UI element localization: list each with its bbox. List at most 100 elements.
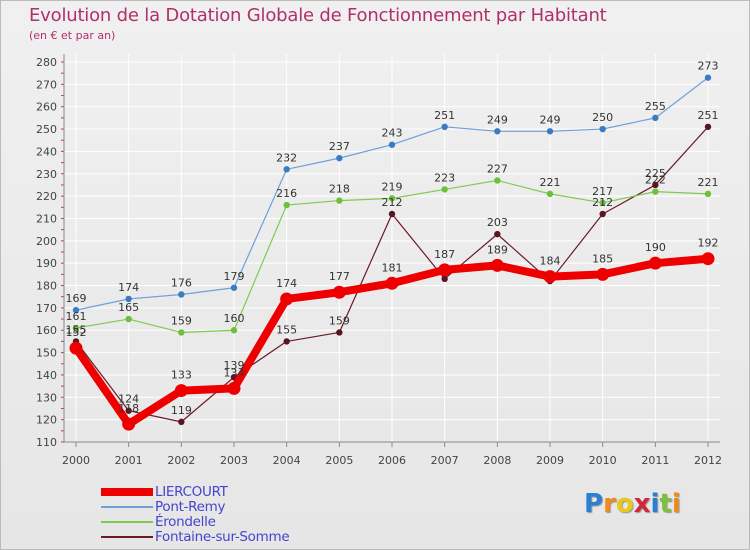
data-label-pont-remy-2004: 232 bbox=[276, 151, 297, 164]
data-point-erondelle-2004 bbox=[283, 201, 290, 209]
y-tick-label-260: 260 bbox=[36, 101, 57, 114]
data-label-fontaine-sur-somme-2004: 155 bbox=[276, 323, 297, 336]
y-tick-label-120: 120 bbox=[36, 414, 57, 427]
data-point-pont-remy-2011 bbox=[652, 114, 659, 122]
x-tick-label-2011: 2011 bbox=[641, 454, 669, 467]
data-point-pont-remy-2003 bbox=[230, 284, 238, 291]
data-label-erondelle-2007: 223 bbox=[434, 171, 455, 184]
x-tick-label-2005: 2005 bbox=[325, 454, 353, 467]
data-label-erondelle-2002: 159 bbox=[171, 314, 192, 327]
x-tick-label-2006: 2006 bbox=[378, 454, 406, 467]
data-point-pont-remy-2001 bbox=[125, 295, 132, 303]
data-point-pont-remy-2002 bbox=[178, 291, 185, 298]
data-point-erondelle-2007 bbox=[441, 186, 448, 193]
data-label-fontaine-sur-somme-2002: 119 bbox=[171, 404, 192, 417]
data-point-fontaine-sur-somme-2005 bbox=[336, 329, 343, 336]
data-point-fontaine-sur-somme-2007 bbox=[441, 275, 448, 283]
logo-letter-3: x bbox=[633, 489, 651, 519]
data-point-liercourt-2007 bbox=[438, 263, 452, 277]
data-point-fontaine-sur-somme-2012 bbox=[704, 123, 712, 131]
y-tick-label-270: 270 bbox=[36, 78, 57, 91]
x-tick-label-2000: 2000 bbox=[62, 454, 90, 467]
data-label-fontaine-sur-somme-2008: 203 bbox=[487, 216, 508, 229]
legend-swatch-liercourt bbox=[101, 488, 153, 496]
data-point-liercourt-2001 bbox=[122, 417, 136, 431]
y-tick-label-280: 280 bbox=[36, 56, 57, 69]
data-label-fontaine-sur-somme-2000: 155 bbox=[66, 323, 87, 336]
y-tick-label-140: 140 bbox=[36, 369, 57, 382]
legend-label-fontaine-sur-somme: Fontaine-sur-Somme bbox=[155, 529, 290, 545]
data-label-liercourt-2009: 184 bbox=[540, 255, 561, 268]
x-tick-label-2004: 2004 bbox=[273, 454, 301, 467]
data-label-pont-remy-2010: 250 bbox=[592, 111, 613, 124]
data-point-fontaine-sur-somme-2010 bbox=[599, 210, 606, 218]
x-tick-label-2009: 2009 bbox=[536, 454, 564, 467]
data-point-liercourt-2011 bbox=[648, 256, 662, 270]
data-point-fontaine-sur-somme-2008 bbox=[494, 230, 501, 238]
data-label-pont-remy-2000: 169 bbox=[66, 292, 87, 305]
data-label-liercourt-2004: 174 bbox=[276, 277, 297, 290]
data-point-fontaine-sur-somme-2006 bbox=[388, 210, 396, 218]
x-tick-label-2001: 2001 bbox=[115, 454, 143, 467]
x-tick-label-2003: 2003 bbox=[220, 454, 248, 467]
data-label-pont-remy-2009: 249 bbox=[540, 113, 561, 126]
data-label-pont-remy-2012: 273 bbox=[698, 60, 719, 73]
y-tick-label-210: 210 bbox=[36, 212, 57, 225]
data-label-liercourt-2003: 134 bbox=[224, 366, 245, 379]
data-point-liercourt-2009 bbox=[543, 270, 557, 284]
data-point-liercourt-2008 bbox=[490, 258, 504, 272]
data-label-fontaine-sur-somme-2005: 159 bbox=[329, 314, 350, 327]
data-label-erondelle-2001: 165 bbox=[118, 301, 139, 314]
data-point-fontaine-sur-somme-2002 bbox=[178, 418, 185, 426]
data-label-liercourt-2007: 187 bbox=[434, 248, 455, 261]
data-point-erondelle-2005 bbox=[336, 197, 343, 204]
data-label-liercourt-2011: 190 bbox=[645, 241, 666, 254]
logo-letter-6: i bbox=[671, 489, 681, 519]
data-point-fontaine-sur-somme-2011 bbox=[652, 181, 659, 189]
x-tick-label-2012: 2012 bbox=[694, 454, 722, 467]
y-tick-label-190: 190 bbox=[36, 257, 57, 270]
data-label-pont-remy-2002: 176 bbox=[171, 276, 192, 289]
data-label-liercourt-2005: 177 bbox=[329, 270, 350, 283]
data-label-erondelle-2009: 221 bbox=[540, 176, 561, 189]
data-point-fontaine-sur-somme-2001 bbox=[125, 407, 132, 414]
data-point-pont-remy-2005 bbox=[336, 154, 343, 162]
data-point-pont-remy-2008 bbox=[494, 128, 501, 135]
x-tick-label-2007: 2007 bbox=[431, 454, 459, 467]
data-label-pont-remy-2001: 174 bbox=[118, 281, 139, 294]
y-tick-label-250: 250 bbox=[36, 123, 57, 136]
y-tick-label-230: 230 bbox=[36, 168, 57, 181]
data-point-liercourt-2006 bbox=[385, 276, 399, 290]
data-point-erondelle-2002 bbox=[178, 329, 185, 336]
logo-letter-2: o bbox=[615, 489, 634, 519]
data-point-erondelle-2011 bbox=[652, 188, 659, 195]
logo-letter-5: t bbox=[659, 489, 672, 519]
data-point-erondelle-2000 bbox=[72, 324, 80, 332]
y-tick-label-160: 160 bbox=[36, 324, 57, 337]
data-point-pont-remy-2000 bbox=[72, 306, 80, 314]
proxiti-logo[interactable]: Proxiti bbox=[584, 489, 681, 519]
data-label-fontaine-sur-somme-2010: 212 bbox=[592, 196, 613, 209]
chart-subtitle: (en € et par an) bbox=[29, 29, 116, 42]
legend-swatch-pont-remy bbox=[101, 506, 153, 508]
chart-title: Evolution de la Dotation Globale de Fonc… bbox=[29, 5, 607, 26]
data-label-fontaine-sur-somme-2011: 225 bbox=[645, 167, 666, 180]
logo-letter-0: P bbox=[584, 489, 604, 519]
data-point-pont-remy-2012 bbox=[704, 74, 712, 81]
data-label-fontaine-sur-somme-2001: 124 bbox=[118, 393, 139, 406]
y-tick-label-150: 150 bbox=[36, 347, 57, 360]
data-label-erondelle-2004: 216 bbox=[276, 187, 297, 200]
data-label-erondelle-2011: 222 bbox=[645, 174, 666, 187]
data-point-erondelle-2009 bbox=[546, 190, 554, 198]
data-label-fontaine-sur-somme-2012: 251 bbox=[698, 109, 719, 122]
y-tick-label-130: 130 bbox=[36, 391, 57, 404]
y-tick-label-180: 180 bbox=[36, 280, 57, 293]
data-label-erondelle-2000: 161 bbox=[66, 310, 87, 323]
data-label-pont-remy-2005: 237 bbox=[329, 140, 350, 153]
x-tick-label-2008: 2008 bbox=[483, 454, 511, 467]
legend-swatch-fontaine-sur-somme bbox=[101, 536, 153, 538]
data-point-pont-remy-2007 bbox=[441, 123, 448, 131]
data-point-erondelle-2010 bbox=[599, 199, 606, 207]
y-tick-label-200: 200 bbox=[36, 235, 57, 248]
